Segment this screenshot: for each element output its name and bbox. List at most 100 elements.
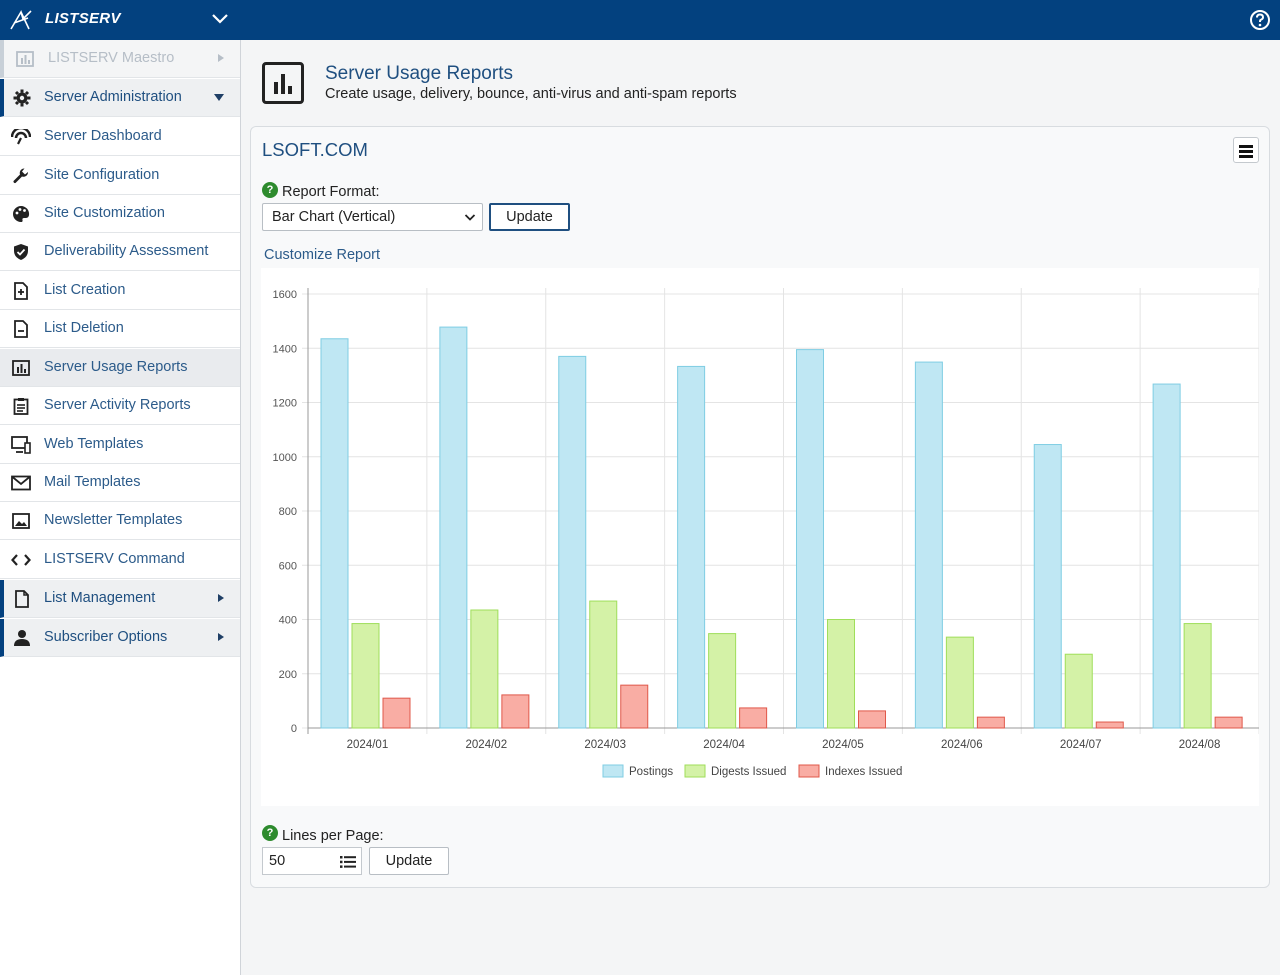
envelope-icon xyxy=(11,474,31,492)
sidebar-item-label: Server Usage Reports xyxy=(44,359,188,375)
sidebar-item-mail-templates[interactable]: Mail Templates xyxy=(0,464,240,502)
usage-chart: 0 200 400 600 800 1000 1200 1400 1600 2024/01 2024… xyxy=(261,268,1259,806)
list-icon[interactable] xyxy=(340,856,356,868)
help-icon[interactable]: ? xyxy=(262,182,278,198)
report-format-label: Report Format: xyxy=(282,184,380,200)
bar-digests-issued xyxy=(945,636,974,729)
legend-swatch xyxy=(798,764,820,778)
bar-postings xyxy=(320,338,349,729)
bar-postings xyxy=(1152,383,1181,729)
page-title: Server Usage Reports xyxy=(325,63,513,84)
file-icon xyxy=(12,590,32,608)
chevron-right-icon xyxy=(218,54,224,62)
palette-icon xyxy=(11,205,31,223)
x-tick-label: 2024/04 xyxy=(703,739,745,751)
x-tick-label: 2024/01 xyxy=(347,739,389,751)
sidebar-item-listserv-command[interactable]: LISTSERV Command xyxy=(0,541,240,579)
bar-postings xyxy=(558,355,587,729)
bar-indexes-issued xyxy=(1214,716,1243,729)
y-tick-label: 800 xyxy=(279,506,297,518)
chevron-right-icon xyxy=(218,633,224,641)
bar-postings xyxy=(796,349,824,729)
report-format-update-button[interactable]: Update xyxy=(489,203,570,231)
chevron-down-icon[interactable] xyxy=(211,12,229,26)
gear-icon xyxy=(12,89,32,107)
sidebar-item-server-activity-reports[interactable]: Server Activity Reports xyxy=(0,387,240,425)
x-tick-label: 2024/05 xyxy=(822,739,864,751)
sidebar: LISTSERV Maestro Server Administration S… xyxy=(0,40,241,975)
bar-digests-issued xyxy=(827,619,855,729)
brand-name[interactable]: LISTSERV xyxy=(45,10,121,27)
sidebar-item-label: Deliverability Assessment xyxy=(44,243,209,259)
sidebar-item-listserv-maestro[interactable]: LISTSERV Maestro xyxy=(0,40,240,78)
listserv-logo-icon[interactable] xyxy=(9,9,33,31)
sidebar-item-list-creation[interactable]: List Creation xyxy=(0,272,240,310)
sidebar-item-label: Subscriber Options xyxy=(44,629,168,645)
sidebar-item-label: Site Configuration xyxy=(44,167,160,183)
lines-per-page-update-button[interactable]: Update xyxy=(369,847,449,875)
y-tick-label: 1200 xyxy=(273,398,297,410)
lines-per-page-input[interactable]: 50 xyxy=(262,847,362,875)
chevron-down-icon xyxy=(214,94,224,101)
wrench-icon xyxy=(11,167,31,185)
y-tick-label: 400 xyxy=(279,615,297,627)
sidebar-item-subscriber-options[interactable]: Subscriber Options xyxy=(0,619,240,657)
sidebar-item-server-dashboard[interactable]: Server Dashboard xyxy=(0,118,240,156)
bar-digests-issued xyxy=(589,600,618,729)
legend-swatch xyxy=(684,764,706,778)
lines-per-page-label: Lines per Page: xyxy=(282,828,384,844)
bar-indexes-issued xyxy=(501,694,530,729)
legend-label: Digests Issued xyxy=(711,766,786,778)
sidebar-item-site-configuration[interactable]: Site Configuration xyxy=(0,157,240,195)
sidebar-item-web-templates[interactable]: Web Templates xyxy=(0,426,240,464)
panel-title: LSOFT.COM xyxy=(262,139,368,160)
report-format-value: Bar Chart (Vertical) xyxy=(272,209,396,225)
y-tick-label: 1000 xyxy=(273,452,297,464)
lines-per-page-value: 50 xyxy=(269,853,286,869)
bar-indexes-issued xyxy=(620,684,649,729)
bar-postings xyxy=(914,361,943,729)
sidebar-item-list-deletion[interactable]: List Deletion xyxy=(0,310,240,348)
chart-icon xyxy=(11,359,31,377)
hamburger-menu-icon[interactable] xyxy=(1233,137,1259,163)
chevron-down-icon xyxy=(464,214,476,221)
sidebar-item-label: Server Activity Reports xyxy=(44,397,191,413)
sidebar-item-label: Web Templates xyxy=(44,436,144,452)
bar-postings xyxy=(1033,444,1062,729)
sidebar-item-server-administration[interactable]: Server Administration xyxy=(0,79,240,117)
sidebar-item-deliverability-assessment[interactable]: Deliverability Assessment xyxy=(0,233,240,271)
y-tick-label: 0 xyxy=(291,723,297,735)
report-chart-icon xyxy=(262,62,304,104)
monitor-icon xyxy=(11,436,31,454)
customize-report-link[interactable]: Customize Report xyxy=(264,247,381,263)
bar-digests-issued xyxy=(1064,653,1093,729)
sidebar-item-list-management[interactable]: List Management xyxy=(0,580,240,618)
sidebar-item-label: List Management xyxy=(44,590,156,606)
report-format-select[interactable]: Bar Chart (Vertical) xyxy=(262,203,483,231)
sidebar-item-site-customization[interactable]: Site Customization xyxy=(0,195,240,233)
bar-digests-issued xyxy=(708,633,737,729)
chevron-right-icon xyxy=(218,594,224,602)
bar-digests-issued xyxy=(1183,623,1212,729)
sidebar-item-label: List Creation xyxy=(44,282,126,298)
legend-swatch xyxy=(602,764,624,778)
help-icon[interactable]: ? xyxy=(262,825,278,841)
main-content: Server Usage Reports Create usage, deliv… xyxy=(241,40,1280,975)
bar-indexes-issued xyxy=(858,710,886,729)
x-tick-label: 2024/08 xyxy=(1179,739,1221,751)
sidebar-item-label: Newsletter Templates xyxy=(44,512,183,528)
bar-indexes-issued xyxy=(382,697,411,729)
code-icon xyxy=(11,551,31,569)
y-tick-label: 1400 xyxy=(273,343,297,355)
x-tick-label: 2024/06 xyxy=(941,739,983,751)
sidebar-item-server-usage-reports[interactable]: Server Usage Reports xyxy=(0,349,240,387)
bar-indexes-issued xyxy=(1095,721,1124,729)
shield-check-icon xyxy=(11,243,31,261)
sidebar-item-newsletter-templates[interactable]: Newsletter Templates xyxy=(0,502,240,540)
top-bar: LISTSERV xyxy=(0,0,1280,40)
sidebar-item-label: Mail Templates xyxy=(44,474,141,490)
y-tick-label: 600 xyxy=(279,560,297,572)
x-tick-label: 2024/07 xyxy=(1060,739,1102,751)
help-icon[interactable] xyxy=(1249,9,1271,31)
user-icon xyxy=(12,629,32,647)
